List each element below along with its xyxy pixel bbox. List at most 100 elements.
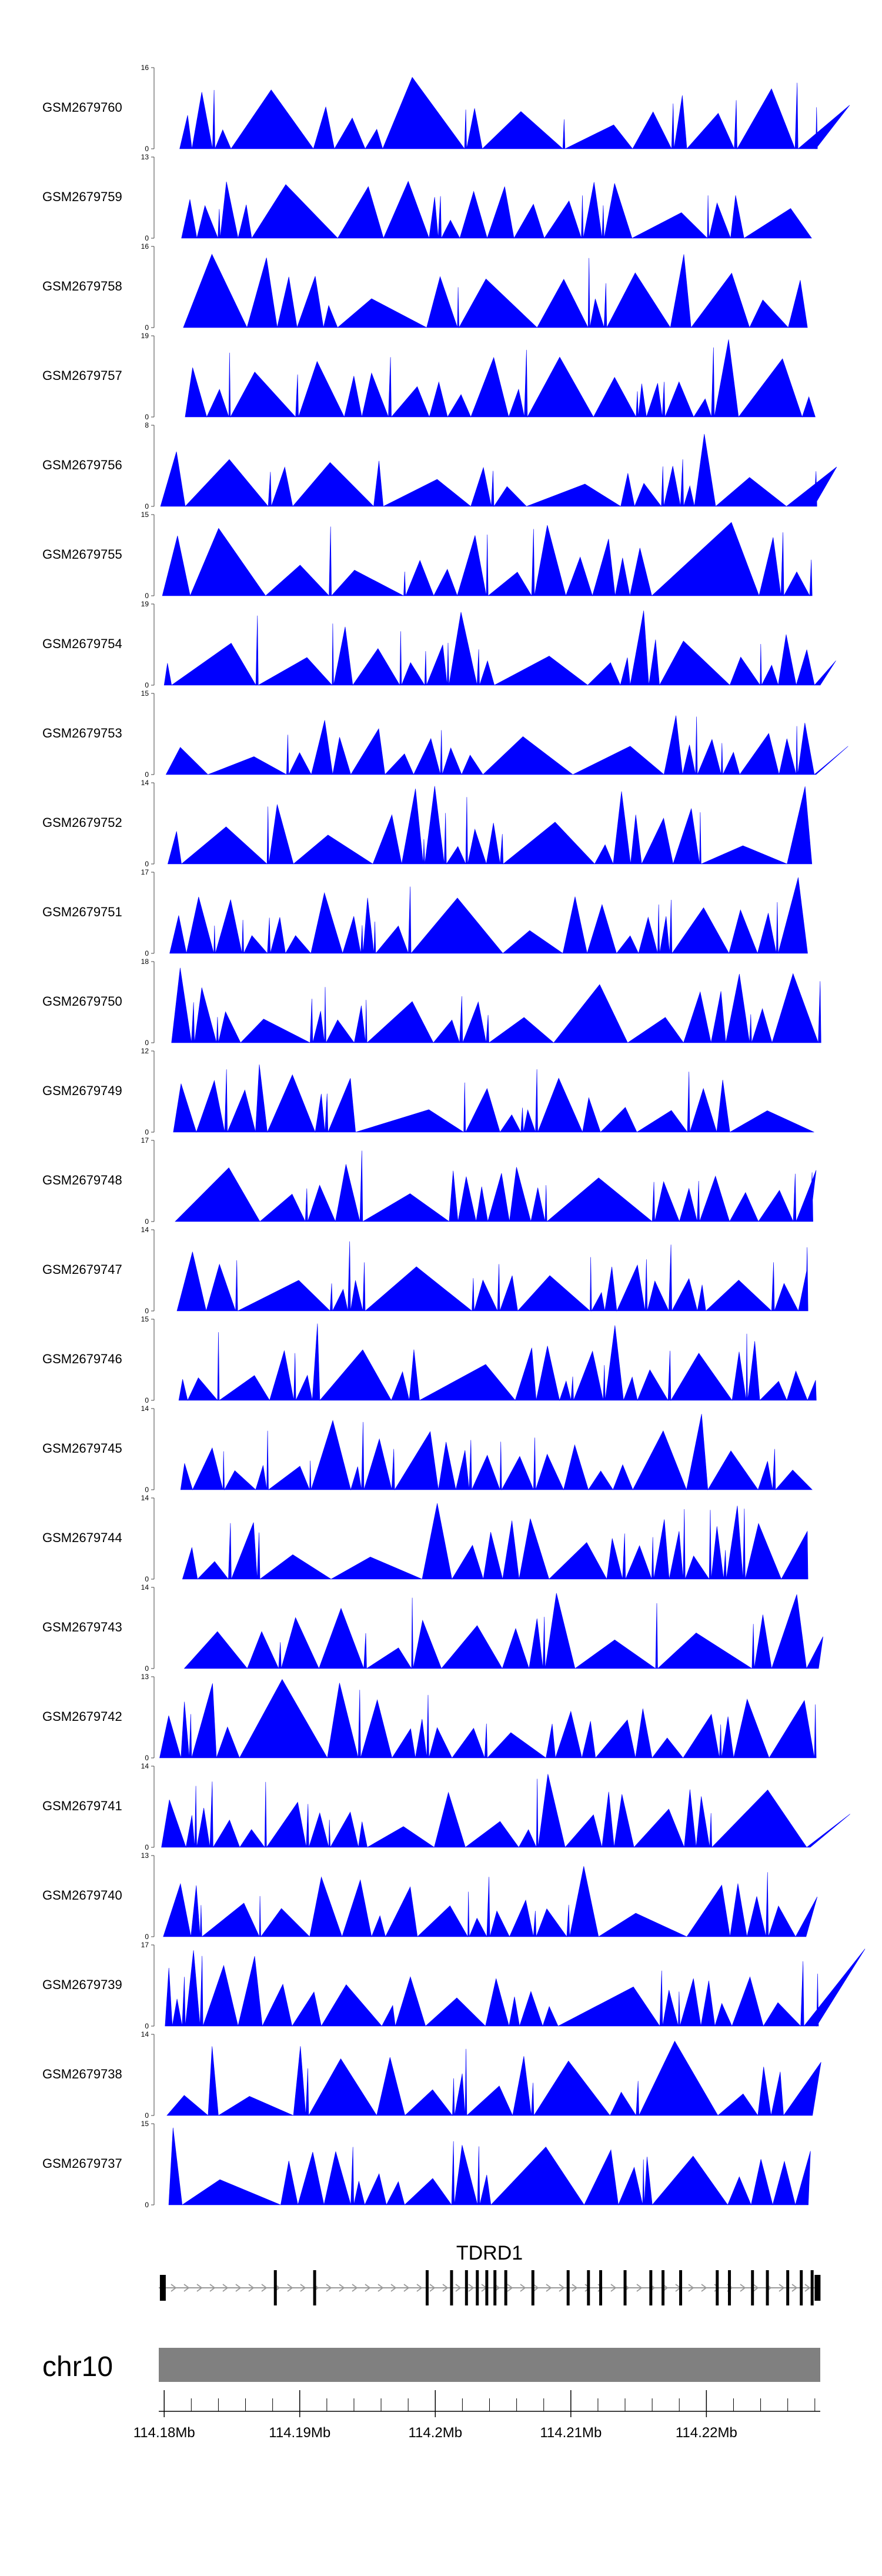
y-min-label: 0 [145,145,149,153]
track-GSM2679746: GSM2679746 15 0 [42,1315,817,1404]
track-GSM2679745: GSM2679745 14 0 [42,1404,813,1494]
exon [716,2270,719,2305]
exon [599,2270,603,2305]
coverage-signal [180,1414,813,1491]
strand-arrow [572,2284,578,2292]
chromosome-ideogram [159,2348,820,2382]
coverage-signal [163,610,836,686]
exon [662,2270,665,2305]
gene-track: TDRD1 [159,2242,821,2305]
track-GSM2679742: GSM2679742 13 0 [42,1673,817,1762]
exon [810,2270,814,2305]
strand-arrow [377,2284,384,2292]
y-max-label: 14 [141,1762,149,1770]
exon [766,2270,769,2305]
track-label: GSM2679738 [42,2067,122,2081]
track-label: GSM2679753 [42,726,122,740]
track-GSM2679758: GSM2679758 16 0 [42,242,808,332]
track-GSM2679754: GSM2679754 19 0 [42,600,836,689]
exon [814,2275,821,2301]
coverage-signal [171,967,821,1044]
y-max-label: 8 [145,421,149,429]
exon [800,2270,803,2305]
exon [476,2270,479,2305]
y-max-label: 15 [141,689,149,698]
coverage-signal [168,786,813,865]
y-max-label: 17 [141,868,149,876]
y-min-label: 0 [145,1396,149,1404]
exon [587,2270,590,2305]
track-label: GSM2679755 [42,547,122,562]
strand-arrow [416,2284,423,2292]
track-GSM2679747: GSM2679747 14 0 [42,1226,808,1315]
strand-arrow [779,2284,785,2292]
track-label: GSM2679750 [42,994,122,1009]
exon [728,2270,731,2305]
track-GSM2679749: GSM2679749 12 0 [42,1047,814,1136]
coverage-signal [182,1503,808,1580]
gene-name: TDRD1 [456,2242,523,2264]
exon [273,2270,277,2305]
coverage-signal [176,1241,808,1312]
strand-arrow [804,2284,811,2292]
coverage-signal [183,253,808,329]
strand-arrow [248,2284,255,2292]
strand-arrow [559,2284,565,2292]
chromosome-label: chr10 [42,2351,113,2383]
strand-arrow [442,2284,449,2292]
axis-tick-label: 114.19Mb [269,2425,330,2441]
y-max-label: 17 [141,1941,149,1949]
axis-tick-label: 114.22Mb [676,2425,737,2441]
coverage-signal [181,181,812,239]
track-label: GSM2679752 [42,815,122,830]
axis-tick-label: 114.21Mb [540,2425,602,2441]
y-max-label: 14 [141,2030,149,2038]
y-min-label: 0 [145,1307,149,1315]
strand-arrow [520,2284,526,2292]
track-GSM2679738: GSM2679738 14 0 [42,2030,821,2120]
track-label: GSM2679743 [42,1620,122,1634]
ideogram-track: chr10 [42,2348,820,2383]
y-max-label: 15 [141,1315,149,1323]
strand-arrow [610,2284,617,2292]
track-label: GSM2679757 [42,368,122,383]
coverage-signal [175,1150,817,1223]
exon [450,2270,453,2305]
track-GSM2679759: GSM2679759 13 0 [42,153,812,242]
strand-arrow [171,2284,177,2292]
strand-arrow [507,2284,513,2292]
coverage-signal [161,1774,850,1848]
track-GSM2679752: GSM2679752 14 0 [42,779,813,868]
strand-arrow [455,2284,462,2292]
strand-arrow [235,2284,242,2292]
y-min-label: 0 [145,1039,149,1047]
track-label: GSM2679741 [42,1798,122,1813]
strand-arrow [701,2284,707,2292]
axis-tick-label: 114.18Mb [133,2425,195,2441]
strand-arrow [533,2284,539,2292]
coverage-signal [165,715,848,775]
track-label: GSM2679754 [42,636,122,651]
strand-arrow [791,2284,798,2292]
y-max-label: 15 [141,2120,149,2128]
strand-arrow [740,2284,746,2292]
y-max-label: 14 [141,779,149,787]
track-GSM2679750: GSM2679750 18 0 [42,957,821,1047]
axis-tick-label: 114.2Mb [408,2425,462,2441]
track-label: GSM2679749 [42,1083,122,1098]
strand-arrow [222,2284,229,2292]
exon [649,2270,653,2305]
strand-arrow [636,2284,643,2292]
coverage-signal [168,2127,811,2206]
strand-arrow [753,2284,759,2292]
strand-arrow [209,2284,216,2292]
strand-arrow [688,2284,694,2292]
coverage-signal [166,2040,821,2117]
y-min-label: 0 [145,2111,149,2120]
track-label: GSM2679744 [42,1530,122,1545]
track-label: GSM2679758 [42,279,122,293]
exon [425,2270,429,2305]
coverage-signal [178,1323,817,1402]
strand-arrow [403,2284,410,2292]
strand-arrow [326,2284,332,2292]
